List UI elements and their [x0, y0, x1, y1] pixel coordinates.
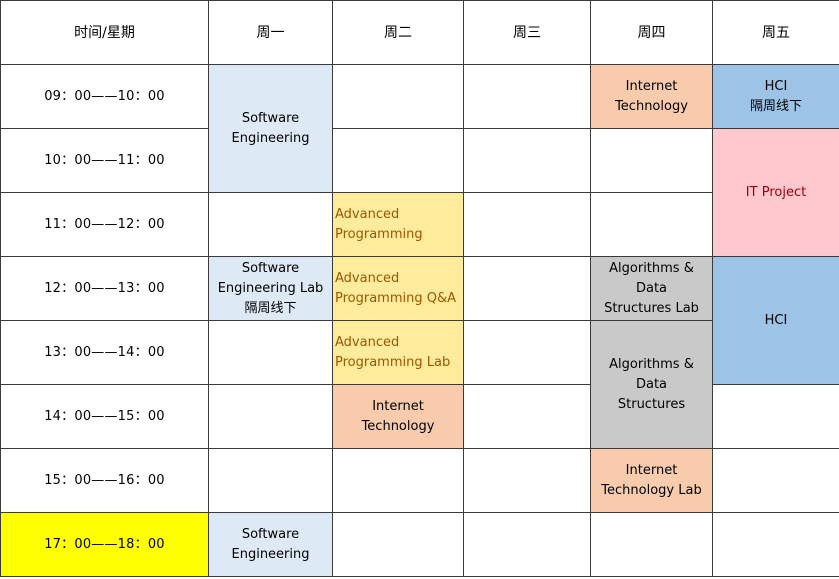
header-monday: 周一	[208, 0, 333, 65]
course-software-engineering-lab: Software Engineering Lab 隔周线下	[208, 256, 333, 321]
empty-cell	[463, 448, 591, 513]
time-slot-row: 11：00——12：00 Advanced Programming	[0, 192, 839, 257]
time-cell: 13：00——14：00	[0, 320, 209, 385]
time-cell: 14：00——15：00	[0, 384, 209, 449]
course-hci-offline: HCI 隔周线下	[712, 64, 839, 129]
empty-cell	[590, 512, 713, 577]
course-internet-technology: Internet Technology	[590, 64, 713, 129]
header-wednesday: 周三	[463, 0, 591, 65]
course-it-project: IT Project	[712, 128, 839, 257]
empty-cell	[590, 192, 713, 257]
header-friday: 周五	[712, 0, 839, 65]
empty-cell	[712, 384, 839, 449]
empty-cell	[332, 512, 464, 577]
empty-cell	[332, 448, 464, 513]
course-algorithms: Algorithms & Data Structures	[590, 320, 713, 449]
time-slot-row: 10：00——11：00 IT Project	[0, 128, 839, 257]
empty-cell	[332, 128, 464, 193]
empty-cell	[463, 128, 591, 193]
time-cell: 10：00——11：00	[0, 128, 209, 193]
time-slot-row: 17：00——18：00 Software Engineering	[0, 512, 839, 577]
time-cell: 12：00——13：00	[0, 256, 209, 321]
header-time: 时间/星期	[0, 0, 209, 65]
empty-cell	[463, 512, 591, 577]
empty-cell	[208, 320, 333, 385]
time-cell: 11：00——12：00	[0, 192, 209, 257]
course-software-engineering: Software Engineering	[208, 64, 333, 193]
time-slot-row: 12：00——13：00 Software Engineering Lab 隔周…	[0, 256, 839, 385]
empty-cell	[463, 192, 591, 257]
course-internet-technology-lab: Internet Technology Lab	[590, 448, 713, 513]
time-cell-highlighted: 17：00——18：00	[0, 512, 209, 577]
time-slot-row: 09：00——10：00 Software Engineering Intern…	[0, 64, 839, 193]
empty-cell	[463, 64, 591, 129]
empty-cell	[463, 256, 591, 321]
course-advanced-programming-qa: Advanced Programming Q&A	[332, 256, 464, 321]
empty-cell	[712, 512, 839, 577]
header-thursday: 周四	[590, 0, 713, 65]
course-advanced-programming-lab: Advanced Programming Lab	[332, 320, 464, 385]
empty-cell	[463, 320, 591, 385]
time-cell: 09：00——10：00	[0, 64, 209, 129]
empty-cell	[712, 448, 839, 513]
time-slot-row: 14：00——15：00 Internet Technology	[0, 384, 839, 449]
course-hci: HCI	[712, 256, 839, 385]
course-internet-technology-tue: Internet Technology	[332, 384, 464, 449]
empty-cell	[208, 448, 333, 513]
empty-cell	[208, 192, 333, 257]
empty-cell	[463, 384, 591, 449]
empty-cell	[590, 128, 713, 193]
empty-cell	[332, 64, 464, 129]
header-tuesday: 周二	[332, 0, 464, 65]
course-algorithms-lab: Algorithms & Data Structures Lab	[590, 256, 713, 321]
time-cell: 15：00——16：00	[0, 448, 209, 513]
empty-cell	[208, 384, 333, 449]
course-software-engineering-evening: Software Engineering	[208, 512, 333, 577]
header-row: 时间/星期 周一 周二 周三 周四 周五	[0, 0, 839, 65]
course-advanced-programming: Advanced Programming	[332, 192, 464, 257]
time-slot-row: 15：00——16：00 Internet Technology Lab	[0, 448, 839, 513]
